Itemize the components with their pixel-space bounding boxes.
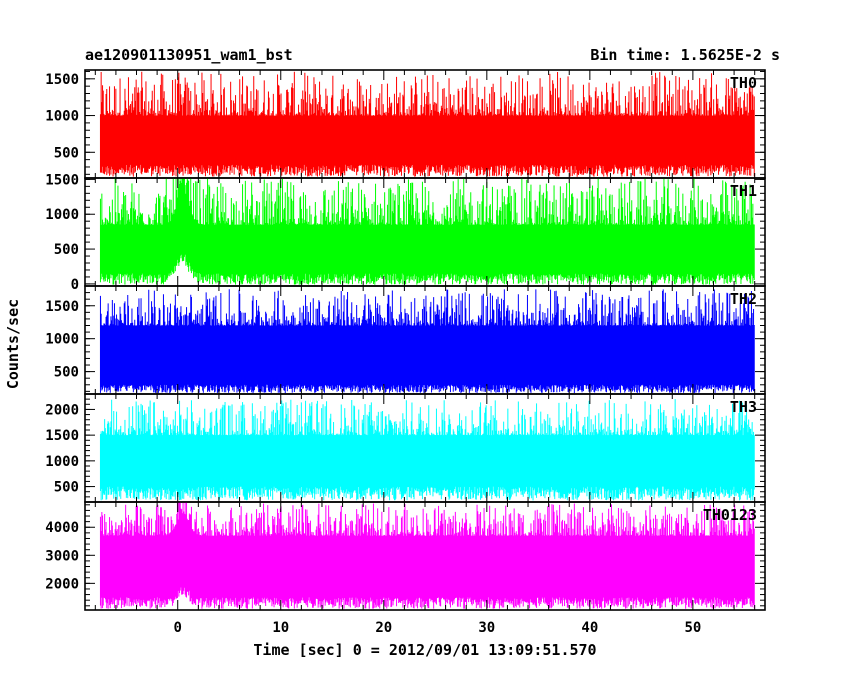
- panel-label-th2: TH2: [730, 290, 757, 308]
- y-tick-label-th0123: 2000: [45, 576, 79, 592]
- y-tick-label-th1: 1000: [45, 207, 79, 223]
- y-tick-label-th1: 1500: [45, 172, 79, 188]
- bin-time-label: Bin time: 1.5625E-2 s: [590, 46, 780, 64]
- y-axis-label: Counts/sec: [4, 299, 22, 389]
- x-tick-label: 10: [272, 620, 289, 636]
- series-th0: [99, 71, 755, 177]
- y-tick-label-th0123: 3000: [45, 548, 79, 564]
- y-tick-label-th2: 1000: [45, 332, 79, 348]
- x-axis-label: Time [sec] 0 = 2012/09/01 13:09:51.570: [253, 641, 596, 659]
- y-tick-label-th2: 1500: [45, 299, 79, 315]
- x-tick-label: 30: [478, 620, 495, 636]
- y-tick-label-th0123: 4000: [45, 520, 79, 536]
- panel-label-th0123: TH0123: [703, 506, 757, 524]
- x-tick-label: 20: [375, 620, 392, 636]
- y-tick-label-th0: 1000: [45, 109, 79, 125]
- panel-label-th1: TH1: [730, 182, 757, 200]
- y-tick-label-th0: 500: [54, 145, 79, 161]
- chart-title: ae120901130951_wam1_bst: [85, 46, 293, 64]
- panel-label-th0: TH0: [730, 74, 757, 92]
- y-tick-label-th1: 500: [54, 242, 79, 258]
- series-th3: [99, 399, 755, 501]
- y-tick-label-th3: 1500: [45, 428, 79, 444]
- series-th1: [99, 178, 755, 285]
- y-tick-label-th0: 1500: [45, 72, 79, 88]
- y-tick-label-th3: 500: [54, 480, 79, 496]
- series-th0123: [99, 502, 755, 609]
- y-tick-label-th3: 2000: [45, 402, 79, 418]
- y-tick-label-th1: 0: [71, 277, 79, 293]
- y-tick-label-th3: 1000: [45, 454, 79, 470]
- y-tick-label-th2: 500: [54, 365, 79, 381]
- x-tick-label: 0: [174, 620, 182, 636]
- panel-label-th3: TH3: [730, 398, 757, 416]
- series-th2: [99, 289, 755, 394]
- x-tick-label: 50: [684, 620, 701, 636]
- x-tick-label: 40: [581, 620, 598, 636]
